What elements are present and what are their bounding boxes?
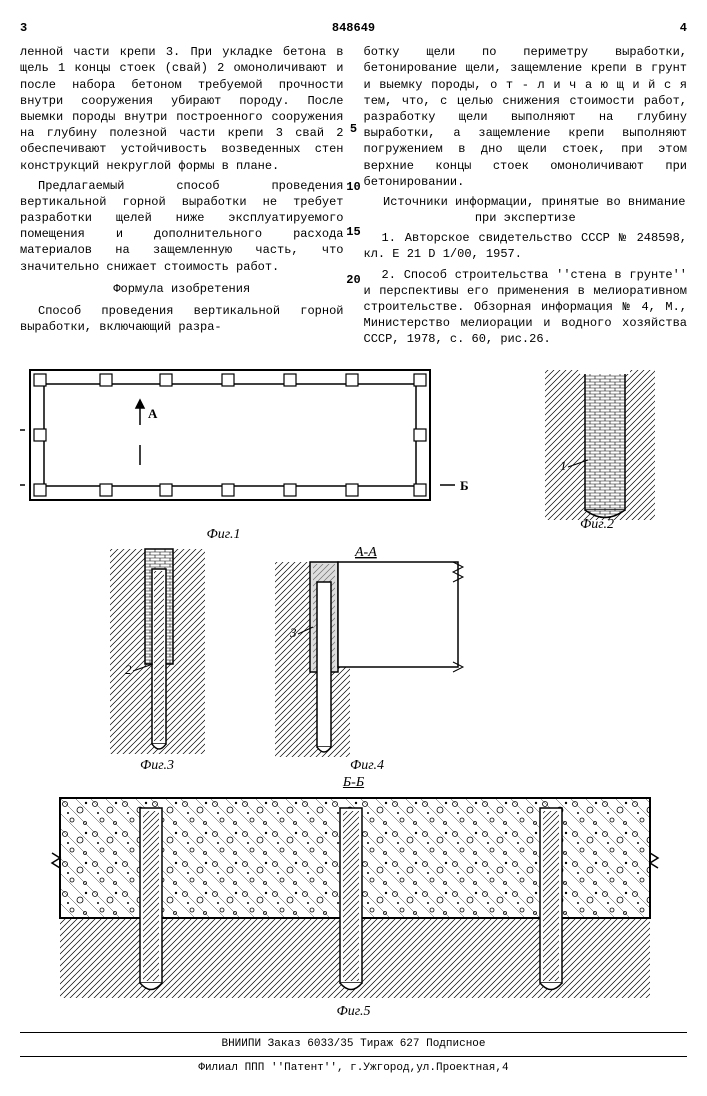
- marker-B-right: Б: [460, 478, 469, 493]
- line-marker-15: 15: [344, 224, 364, 240]
- sources-title: Источники информации, принятые во вниман…: [364, 194, 688, 226]
- formula-title: Формула изобретения: [20, 281, 344, 297]
- fig3-label-2: 2: [125, 662, 132, 677]
- fig-row-1: А А Б Б 1 Фиг.2: [20, 360, 687, 530]
- fig3-caption: Фиг.3: [140, 758, 174, 773]
- right-column: ботку щели по периметру выработки, бетон…: [364, 44, 688, 351]
- footer: ВНИИПИ Заказ 6033/35 Тираж 627 Подписное…: [20, 1032, 687, 1076]
- fig5-caption: Фиг.5: [20, 1003, 687, 1022]
- line-marker-5: 5: [344, 121, 364, 137]
- fig-row-2: 2 Фиг.3 А-А 3 Фиг.4: [20, 544, 687, 774]
- footer-line1: ВНИИПИ Заказ 6033/35 Тираж 627 Подписное: [20, 1037, 687, 1052]
- page-left: 3: [20, 20, 27, 36]
- page-right: 4: [680, 20, 687, 36]
- line-marker-10: 10: [344, 179, 364, 195]
- fig-5: [20, 793, 687, 1003]
- fig4-caption: Фиг.4: [350, 758, 384, 773]
- para-l2: Предлагаемый способ проведения вертикаль…: [20, 178, 344, 275]
- line-marker-20: 20: [344, 272, 364, 288]
- fig4-label-3: 3: [289, 625, 297, 640]
- left-column: ленной части крепи 3. При укладке бетона…: [20, 44, 344, 351]
- page-header: 3 848649 4: [20, 20, 687, 36]
- para-r1: ботку щели по периметру выработки, бетон…: [364, 44, 688, 190]
- fig2-label-1: 1: [560, 458, 567, 473]
- doc-number: 848649: [332, 20, 375, 36]
- source-1: 1. Авторское свидетельство СССР № 248598…: [364, 230, 688, 262]
- section-BB: Б-Б: [20, 774, 687, 793]
- source-2: 2. Способ строительства ''стена в грунте…: [364, 267, 688, 348]
- footer-line2: Филиал ППП ''Патент'', г.Ужгород,ул.Прое…: [20, 1056, 687, 1076]
- figures-block: А А Б Б 1 Фиг.2 Фиг.1 2 Фиг.3 А-А 3: [20, 360, 687, 1023]
- fig2-caption: Фиг.2: [580, 517, 614, 530]
- text-columns: 5 10 15 20 ленной части крепи 3. При укл…: [20, 44, 687, 351]
- para-l3: Способ проведения вертикальной горной вы…: [20, 303, 344, 335]
- marker-A-top: А: [148, 406, 158, 421]
- para-l1: ленной части крепи 3. При укладке бетона…: [20, 44, 344, 174]
- section-AA: А-А: [354, 545, 377, 560]
